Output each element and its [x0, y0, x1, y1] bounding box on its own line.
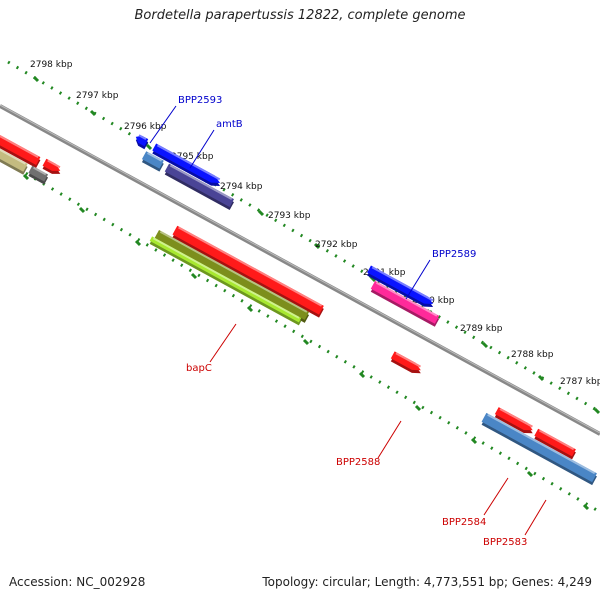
major-tick-upper: [481, 341, 489, 349]
gene-amtb: [164, 163, 234, 211]
gene-amtb-label: amtB: [216, 119, 243, 130]
gene-bpp2584-label: BPP2584: [442, 517, 486, 528]
major-tick-lower: [582, 503, 590, 511]
major-tick-lower: [190, 272, 198, 280]
tick-label: 2788 kbp: [511, 350, 554, 360]
gene-bapc-leader: [209, 323, 237, 363]
gene-bpp2593-leader: [149, 105, 177, 144]
genome-backbone: [0, 104, 600, 436]
tick-label: 2793 kbp: [268, 211, 311, 221]
major-tick-upper: [145, 143, 153, 151]
gene-bapc-olive: [154, 229, 310, 323]
tick-label: 2798 kbp: [30, 60, 73, 70]
gene-bpp2593-label: BPP2593: [178, 95, 222, 106]
genome-summary: Topology: circular; Length: 4,773,551 bp…: [262, 575, 592, 589]
gene-red-left: [0, 135, 41, 169]
map-title: Bordetella parapertussis 12822, complete…: [134, 8, 466, 23]
gene-gray-small: [28, 165, 49, 185]
major-tick-lower: [246, 305, 254, 313]
gene-bpp2589: [370, 280, 440, 327]
gene-bpp2588: [390, 351, 421, 374]
tick-label: 2797 kbp: [76, 91, 119, 101]
gene-khaki-left: [0, 148, 28, 175]
major-tick-lower: [302, 338, 310, 346]
major-tick-lower: [414, 404, 422, 412]
tick-label: 2787 kbp: [560, 377, 600, 387]
lower-tick-track: [0, 156, 600, 514]
gene-blue-mid: [367, 265, 434, 308]
gene-layer: [0, 134, 597, 486]
gene-bapc-label: bapC: [186, 363, 212, 374]
major-tick-lower: [22, 173, 30, 181]
gene-bapc-lime: [149, 236, 302, 326]
major-tick-upper: [32, 75, 40, 83]
tick-label: 2790 kbp: [412, 296, 455, 306]
gene-bpp2583-label: BPP2583: [483, 537, 527, 548]
tick-label: 2794 kbp: [220, 182, 263, 192]
gene-bpp2593-arrow: [135, 134, 149, 150]
tick-label: 2795 kbp: [171, 152, 214, 162]
major-tick-upper: [89, 109, 97, 117]
backbone-layer: [0, 104, 600, 436]
gene-bpp2588-label: BPP2588: [336, 457, 380, 468]
tick-label: 2796 kbp: [124, 122, 167, 132]
accession-label: Accession: NC_002928: [9, 575, 146, 589]
major-tick-lower: [134, 239, 142, 247]
gene-bpp2588-leader: [377, 420, 402, 459]
gene-bpp2589-label: BPP2589: [432, 249, 476, 260]
gene-bpp2583-leader: [524, 499, 547, 536]
gene-bpp2589-leader: [405, 259, 431, 300]
tick-layer: 2798 kbp 2797 kbp 2796 kbp 2795 kbp 2794 kbp…: [0, 60, 600, 514]
gene-bpp2584-leader: [483, 477, 509, 516]
label-layer: BPP2593 amtB BPP2589 bapC BPP2588 BPP2584 BPP2…: [149, 95, 547, 548]
tick-label: 2792 kbp: [315, 240, 358, 250]
major-tick-upper: [537, 374, 545, 382]
gene-amtb-leader: [189, 129, 215, 169]
major-tick-lower: [470, 437, 478, 445]
gene-bpp2583: [481, 412, 597, 486]
gene-blue-upper: [152, 143, 221, 186]
major-tick-upper: [313, 242, 321, 250]
gene-bpp2584: [494, 407, 533, 434]
major-tick-upper: [593, 407, 600, 415]
major-tick-lower: [78, 206, 86, 214]
genome-backbone-highlight: [0, 104, 600, 434]
major-tick-upper: [257, 209, 265, 217]
gene-bapc-red: [172, 225, 324, 318]
tick-label: 2789 kbp: [460, 324, 503, 334]
gene-bpp2593: [141, 151, 164, 172]
major-tick-lower: [526, 470, 534, 478]
gene-red-right: [534, 428, 576, 460]
major-tick-lower: [358, 371, 366, 379]
gene-red-small: [42, 158, 61, 174]
